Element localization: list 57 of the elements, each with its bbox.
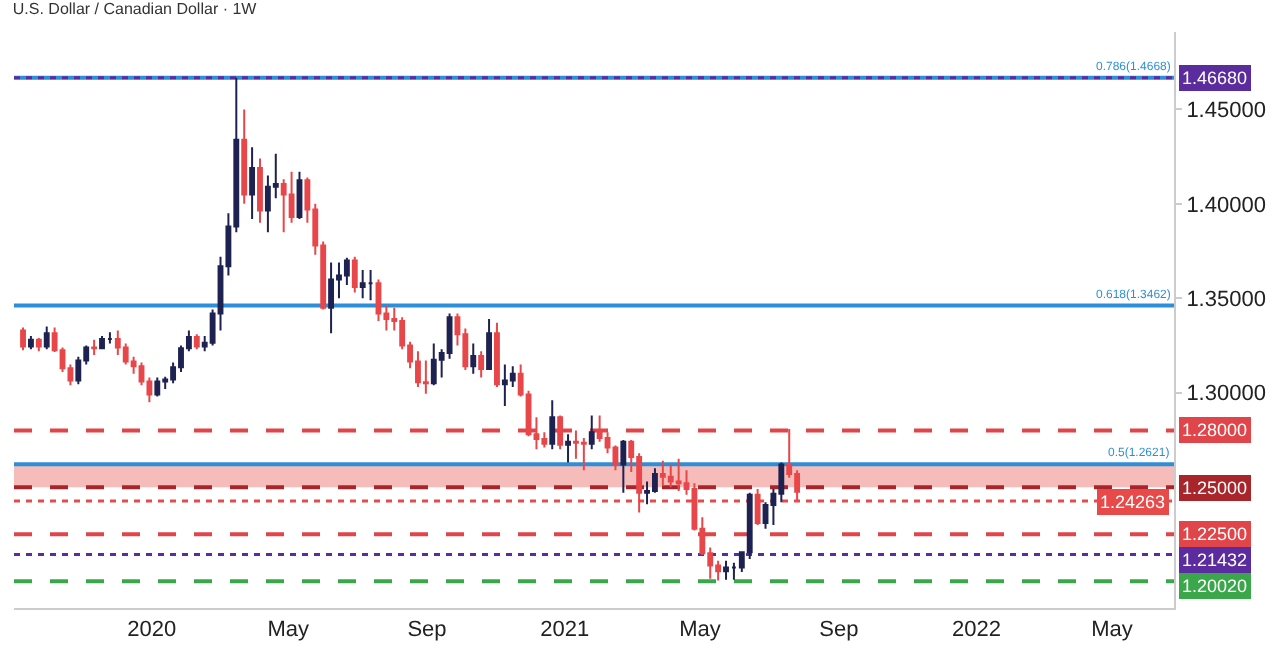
candlestick [288,170,295,224]
candlestick [375,278,382,322]
candlestick [415,350,421,389]
x-tick-label: May [1091,618,1134,643]
candlestick [193,333,200,351]
ref-line-label: 1.22500 [1182,524,1248,544]
y-tick-label: 1.30000 [1186,382,1266,407]
candlestick [43,325,50,351]
candlestick [723,559,729,581]
candlestick [659,459,666,487]
candlestick [257,157,263,224]
candlestick [328,261,335,335]
candlestick [154,376,161,398]
candlestick [20,326,26,352]
x-tick-label: May [267,618,310,643]
candlestick [486,318,492,372]
candlestick [501,363,508,407]
chart-title: U.S. Dollar / Canadian Dollar · 1W [12,0,258,19]
candlestick [249,146,256,220]
y-tick-label: 1.40000 [1186,193,1266,218]
candlestick [351,255,358,294]
candlestick [588,414,595,451]
ref-line-label: 1.28000 [1182,420,1248,440]
x-tick-label: May [679,618,722,643]
candlestick [430,342,437,387]
candlestick [675,457,682,492]
x-tick-label: 2021 [540,618,590,643]
candlestick [478,350,485,379]
candlestick [106,331,113,345]
candlestick [667,463,674,489]
y-tick-label: 1.45000 [1186,99,1266,124]
candlestick [359,268,366,300]
x-tick-label: Sep [407,618,447,643]
ref-line-label: 1.46680 [1182,68,1248,88]
candlestick [99,335,105,351]
x-tick-label: 2020 [127,618,177,643]
ref-line-label: 1.20020 [1182,576,1248,596]
x-tick-label: Sep [819,618,859,643]
candlestick [35,336,42,353]
candlestick [620,438,627,494]
ref-line-label: 1.24263 [1100,492,1166,512]
candlestick [241,108,248,205]
x-tick-label: 2022 [952,618,1001,643]
candlestick [549,399,556,451]
candlestick [422,359,429,395]
candlestick [470,342,477,375]
ref-line-label: 1.21432 [1182,550,1248,570]
candlestick [114,329,121,356]
ref-line-label: 1.25000 [1182,478,1248,498]
candlestick [367,268,374,302]
candlestick [91,338,98,356]
y-tick-label: 1.35000 [1186,287,1266,312]
candlestick [565,433,571,464]
candlestick [494,321,500,389]
candlestick [28,335,34,351]
candlestick [280,178,287,234]
candlestick [580,437,587,472]
